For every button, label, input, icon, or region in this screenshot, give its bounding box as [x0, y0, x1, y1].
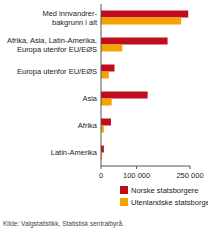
category-label: Afrika — [78, 121, 98, 130]
tick — [136, 166, 137, 169]
category-label: Latin-Amerika — [51, 148, 98, 157]
bar — [101, 18, 181, 25]
tick-label: 0 — [99, 171, 103, 180]
category-label: Afrika, Asia, Latin-Amerika,Europa utenf… — [7, 36, 97, 54]
source: Kilde: Valgstatistikk, Statistisk sentra… — [3, 220, 124, 228]
axis-line — [101, 4, 102, 166]
tick-label: 250 000 — [176, 171, 203, 180]
bars — [101, 11, 188, 160]
bar — [101, 38, 168, 45]
tick — [101, 166, 102, 169]
bar — [101, 65, 115, 72]
tick — [190, 166, 191, 169]
bar — [101, 119, 111, 126]
bar — [101, 11, 188, 18]
chart: Med innvandrer-bakgrunn i alt Afrika, Asi… — [0, 0, 208, 232]
legend-label: Norske statsborgere — [131, 186, 199, 195]
axis-line — [101, 166, 190, 167]
legend-swatch — [120, 186, 128, 194]
bar — [101, 45, 122, 52]
legend-swatch — [120, 198, 128, 206]
category-label: Med innvandrer-bakgrunn i alt — [42, 9, 98, 27]
bar — [101, 72, 109, 79]
bar — [101, 92, 148, 99]
bar — [101, 99, 112, 106]
category-label: Asia — [82, 94, 97, 103]
tick-label: 100 000 — [123, 171, 150, 180]
legend-label: Utenlandske statsborgere — [131, 198, 208, 207]
category-label: Europa utenfor EU/EØS — [17, 67, 97, 76]
